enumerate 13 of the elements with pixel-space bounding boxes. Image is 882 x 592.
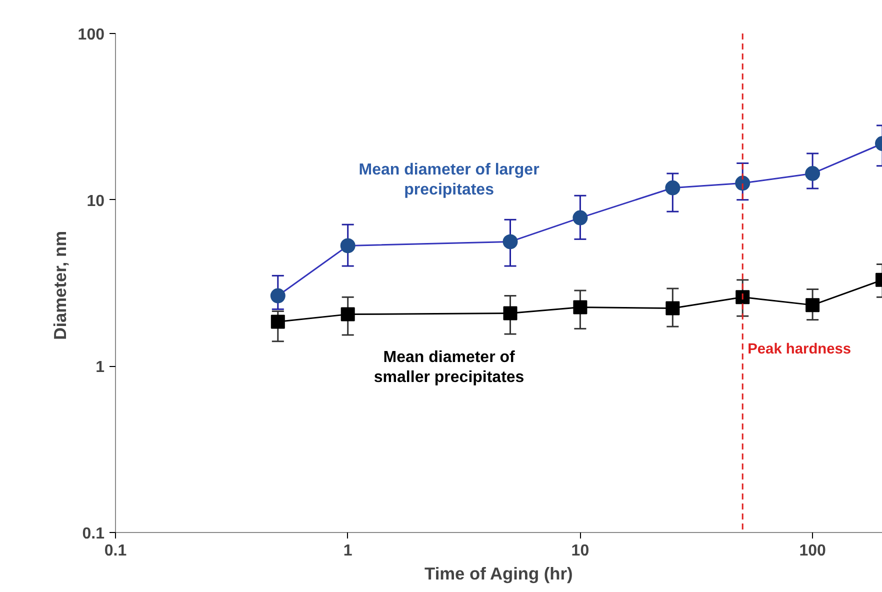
x-axis-title: Time of Aging (hr) [424,564,573,584]
ref-line-label: Peak hardness [748,342,852,358]
y-tick-label: 0.1 [82,526,105,542]
series-label: Mean diameter of smaller precipitates [374,348,524,386]
y-tick-label: 1 [96,359,105,376]
series-label: Mean diameter of larger precipitates [358,161,540,199]
y-tick-label: 10 [86,192,105,210]
x-tick-label: 10 [571,542,590,560]
y-axis-title: Diameter, nm [50,230,70,340]
x-tick-label: 100 [799,542,826,560]
y-tick-label: 100 [78,26,105,44]
x-tick-label: 0.1 [104,542,127,560]
x-tick-label: 1 [343,542,352,560]
